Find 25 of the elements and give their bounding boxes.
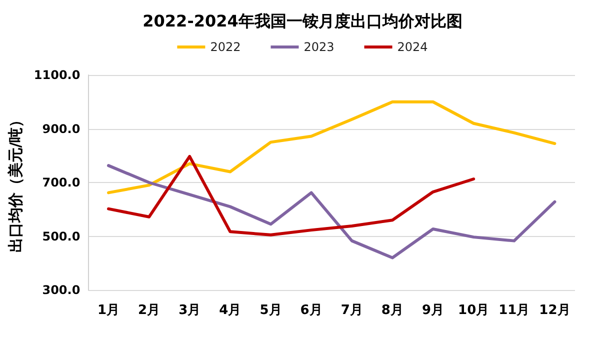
chart-title: 2022-2024年我国一铵月度出口均价对比图 [142, 12, 462, 30]
x-tick-label: 11月 [498, 303, 530, 318]
x-tick-label: 12月 [539, 303, 570, 318]
x-tick-label: 1月 [97, 303, 120, 318]
line-series [106, 100, 556, 194]
y-tick-label: 500.0 [42, 229, 80, 244]
x-tick-label: 8月 [381, 303, 404, 318]
y-axis-title: 出口均价（美元/吨） [6, 112, 24, 253]
x-tick-label: 4月 [219, 303, 242, 318]
legend-label: 2023 [304, 40, 334, 54]
y-tick-label: 1100.0 [34, 68, 80, 82]
x-tick-label: 10月 [458, 303, 490, 318]
x-tick-label: 6月 [300, 303, 322, 318]
x-tick-label: 5月 [260, 303, 282, 318]
x-tick-label: 9月 [422, 303, 444, 318]
y-tick-label: 700.0 [42, 176, 80, 190]
x-tick-label: 3月 [178, 303, 201, 318]
x-tick-label: 7月 [340, 303, 363, 318]
x-tick-label: 2月 [138, 303, 160, 318]
legend-label: 2022 [210, 40, 241, 54]
y-tick-label: 900.0 [42, 122, 80, 136]
line-series [106, 154, 476, 236]
legend-label: 2024 [397, 40, 428, 54]
line-series [106, 164, 556, 260]
y-tick-label: 300.0 [42, 283, 80, 297]
